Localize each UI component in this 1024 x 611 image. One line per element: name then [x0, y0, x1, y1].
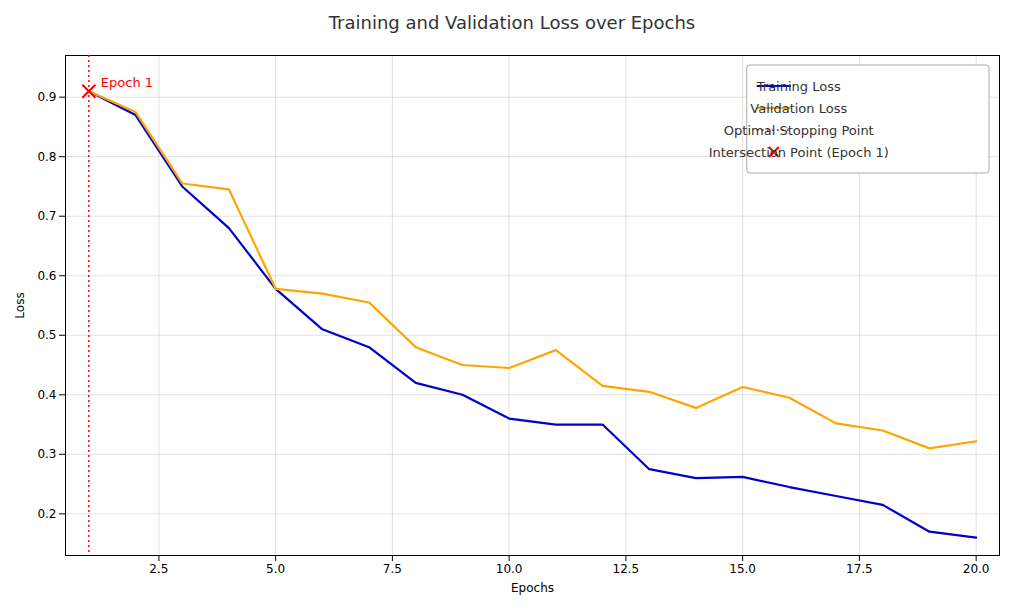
svg-text:12.5: 12.5: [613, 562, 640, 576]
svg-text:20.0: 20.0: [963, 562, 990, 576]
svg-text:Loss: Loss: [13, 292, 27, 318]
svg-text:0.4: 0.4: [37, 388, 56, 402]
svg-text:0.5: 0.5: [37, 328, 56, 342]
svg-text:0.9: 0.9: [37, 90, 56, 104]
svg-text:Epoch 1: Epoch 1: [101, 75, 153, 90]
svg-text:17.5: 17.5: [846, 562, 873, 576]
svg-text:0.2: 0.2: [37, 507, 56, 521]
svg-text:2.5: 2.5: [149, 562, 168, 576]
svg-text:Intersection Point (Epoch 1): Intersection Point (Epoch 1): [709, 145, 889, 160]
svg-text:5.0: 5.0: [266, 562, 285, 576]
svg-text:0.8: 0.8: [37, 150, 56, 164]
svg-text:10.0: 10.0: [496, 562, 523, 576]
svg-text:0.3: 0.3: [37, 447, 56, 461]
svg-text:Training Loss: Training Loss: [756, 79, 841, 94]
svg-text:7.5: 7.5: [383, 562, 402, 576]
svg-text:Validation Loss: Validation Loss: [750, 101, 847, 116]
svg-text:0.7: 0.7: [37, 209, 56, 223]
html-text:Training and Validation Loss o: Training and Validation Loss over Epochs: [328, 12, 696, 33]
svg-text:15.0: 15.0: [729, 562, 756, 576]
svg-text:0.6: 0.6: [37, 269, 56, 283]
svg-text:Epochs: Epochs: [511, 581, 554, 595]
svg-text:Optimal Stopping Point: Optimal Stopping Point: [724, 123, 874, 138]
